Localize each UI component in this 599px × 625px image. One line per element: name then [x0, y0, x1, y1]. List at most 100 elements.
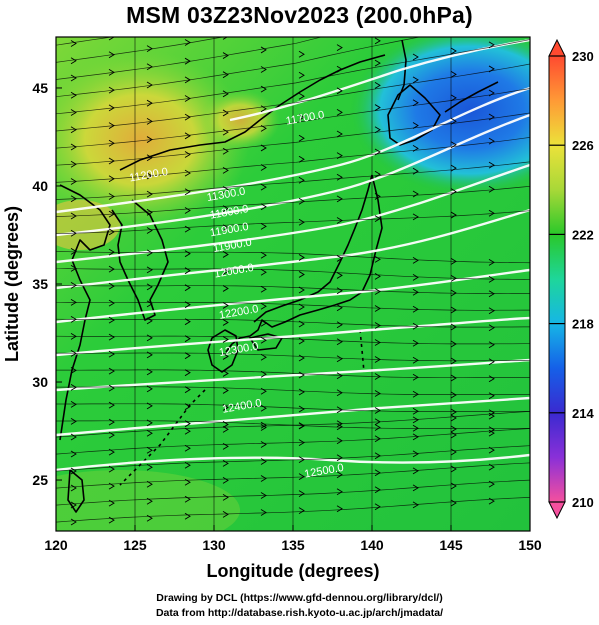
- wind-arrow: [374, 305, 381, 312]
- wind-arrow: [108, 367, 115, 375]
- wind-arrow: [108, 316, 115, 324]
- wind-arrow: [412, 322, 419, 330]
- wind-arrow: [488, 497, 495, 505]
- wind-arrow: [222, 370, 229, 377]
- wind-arrow: [298, 388, 305, 396]
- wind-arrow: [336, 454, 343, 462]
- wind-arrow: [412, 144, 419, 152]
- streamline: [56, 284, 530, 294]
- footer-credit-data: Data from http://database.rish.kyoto-u.a…: [155, 607, 444, 619]
- wind-arrow: [450, 289, 457, 297]
- wind-arrow: [184, 76, 191, 84]
- streamline: [56, 369, 530, 379]
- wind-arrow: [450, 275, 457, 282]
- japan-honshu-west-coast: [253, 174, 373, 323]
- wind-arrow: [184, 39, 191, 46]
- wind-arrow: [184, 444, 191, 452]
- wind-arrow: [108, 139, 115, 147]
- wind-arrow: [412, 339, 419, 347]
- wind-arrow: [450, 306, 457, 314]
- wind-arrow: [374, 418, 381, 426]
- wind-arrow: [146, 385, 153, 393]
- wind-arrow: [146, 480, 153, 488]
- wind-arrow: [70, 450, 77, 458]
- wind-arrow: [336, 338, 343, 346]
- wind-arrow: [298, 371, 305, 379]
- y-axis-label: Latitude (degrees): [2, 206, 22, 362]
- wind-arrow: [488, 324, 495, 332]
- wind-arrow: [146, 419, 153, 427]
- wind-arrow: [70, 467, 77, 475]
- wind-arrow: [222, 128, 229, 136]
- wind-arrow: [108, 418, 115, 426]
- wind-arrow: [70, 195, 77, 203]
- wind-arrow: [70, 40, 77, 47]
- japan-honshu-coast: [225, 174, 383, 353]
- streamline: [56, 63, 530, 132]
- wind-arrow: [336, 488, 343, 496]
- wind-arrow: [488, 276, 495, 283]
- wind-arrow: [260, 302, 267, 310]
- wind-arrow: [374, 215, 381, 223]
- wind-arrow: [184, 169, 191, 177]
- wind-arrow: [336, 130, 343, 138]
- wind-arrow: [336, 109, 343, 116]
- wind-arrow: [260, 424, 267, 431]
- wind-arrow: [108, 122, 115, 129]
- wind-arrow: [222, 147, 229, 155]
- streamline: [56, 88, 530, 149]
- wind-arrow: [336, 406, 343, 414]
- streamline: [56, 37, 422, 98]
- wind-arrow: [488, 426, 495, 434]
- wind-arrow: [450, 141, 457, 149]
- wind-arrow: [222, 443, 229, 450]
- wind-arrow: [336, 420, 343, 428]
- streamline: [56, 137, 530, 183]
- colorbar-tick-label: 214: [572, 406, 594, 421]
- wind-arrow: [412, 99, 419, 107]
- wind-arrow: [222, 268, 229, 275]
- wind-arrow: [70, 57, 77, 65]
- wind-arrow: [184, 284, 191, 292]
- wind-arrow: [374, 256, 381, 263]
- wind-arrow: [108, 193, 115, 200]
- wind-arrow: [70, 229, 77, 237]
- wind-arrow: [337, 23, 342, 29]
- wind-arrow: [412, 356, 419, 364]
- wind-arrow: [184, 427, 191, 435]
- wind-arrow: [298, 176, 305, 184]
- wind-arrow: [146, 300, 153, 308]
- wind-arrow: [147, 27, 152, 33]
- wind-arrow: [412, 257, 419, 264]
- wind-arrow: [222, 511, 229, 518]
- wind-arrow: [412, 373, 419, 381]
- wind-arrow: [488, 185, 495, 193]
- wind-arrow: [70, 74, 77, 82]
- wind-arrow: [184, 495, 191, 503]
- wind-arrow: [70, 518, 77, 526]
- wind-arrow: [108, 157, 115, 165]
- x-tick-label: 125: [123, 537, 147, 553]
- wind-arrow: [336, 65, 343, 73]
- wind-arrow: [260, 336, 267, 344]
- wind-arrow: [108, 448, 115, 456]
- wind-arrow: [70, 265, 77, 272]
- wind-arrow: [184, 461, 191, 469]
- wind-arrow: [336, 272, 343, 279]
- wind-arrow: [70, 501, 77, 509]
- wind-arrow: [184, 151, 191, 158]
- map-title: MSM 03Z23Nov2023 (200.0hPa): [126, 2, 473, 28]
- wind-arrow: [146, 317, 153, 325]
- wind-arrow: [146, 136, 153, 143]
- wind-arrow: [108, 401, 115, 409]
- wind-arrow: [298, 473, 305, 480]
- wind-arrow: [336, 44, 343, 51]
- wind-arrow: [450, 211, 457, 219]
- wind-arrow: [70, 109, 77, 116]
- wind-arrow: [70, 143, 77, 151]
- wind-arrow: [260, 105, 267, 113]
- wind-arrow: [336, 372, 343, 380]
- wind-arrow: [336, 505, 343, 513]
- wind-arrow: [298, 422, 305, 429]
- wind-arrow: [70, 299, 77, 306]
